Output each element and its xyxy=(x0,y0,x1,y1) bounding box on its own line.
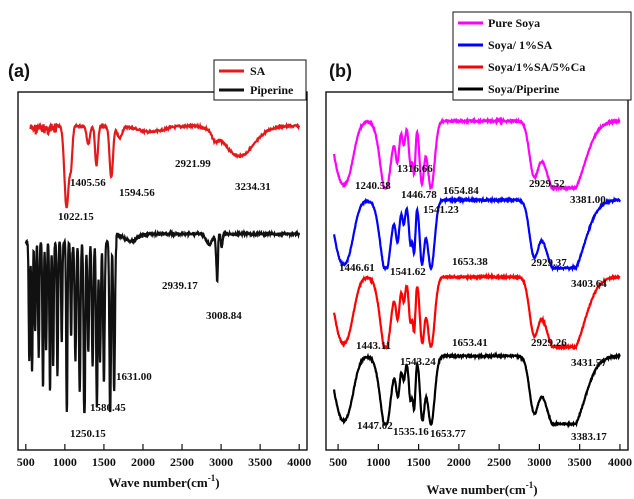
panel-a-x-tick-label: 3000 xyxy=(209,455,233,469)
panel-b-peak-label: 1443.11 xyxy=(356,340,391,352)
panel-a-peak-label: 1250.15 xyxy=(70,428,106,440)
panel-a-legend-box xyxy=(213,59,307,101)
panel-a-x-ticks: 500 1000 1500 2000 2500 3000 3500 4000 xyxy=(17,444,311,469)
panel-b-x-tick-label: 4000 xyxy=(608,455,632,469)
panel-a-peak-label: 1594.56 xyxy=(119,187,155,199)
series-line-soya-1-sa-5-ca xyxy=(333,271,621,351)
panel-a-peak-label: 1631.00 xyxy=(116,371,152,383)
legend-label-soya-piperine: Soya/Piperine xyxy=(488,82,560,96)
panel-b-peak-label: 1543.24 xyxy=(400,356,436,368)
panel-a-x-tick-label: 1500 xyxy=(92,455,116,469)
panel-b-peak-label: 1654.84 xyxy=(443,185,479,197)
panel-b-x-tick-label: 3500 xyxy=(568,455,592,469)
panel-b-annotations: 1316.66 1240.58 1446.78 1654.84 2929.52 3381.… xyxy=(339,163,607,443)
series-line-soya-1-sa xyxy=(333,195,621,273)
panel-b-x-tick-label: 1000 xyxy=(366,455,390,469)
panel-a-peak-label: 2921.99 xyxy=(175,158,211,170)
panel-b-peak-label: 3383.17 xyxy=(571,431,607,443)
panel-a-peak-label: 3008.84 xyxy=(206,310,242,322)
panel-b-label: (b) xyxy=(329,61,352,81)
panel-b-peak-label: 1541.23 xyxy=(423,204,459,216)
panel-a-x-tick-label: 500 xyxy=(17,455,35,469)
panel-b-peak-label: 1240.58 xyxy=(355,180,391,192)
panel-b-x-tick-label: 3000 xyxy=(527,455,551,469)
series-line-piperine xyxy=(24,228,301,414)
panel-a-x-tick-label: 2000 xyxy=(131,455,155,469)
panel-b-peak-label: 1446.61 xyxy=(339,262,375,274)
panel-b-peak-label: 3431.57 xyxy=(571,357,607,369)
panel-b: (b) 500 1000 1500 2000 2500 3000 3500 4000 1316… xyxy=(325,11,632,497)
series-line-pure-soya xyxy=(333,116,621,193)
panel-a-legend: SA Piperine xyxy=(213,59,307,101)
legend-label-pure-soya: Pure Soya xyxy=(488,16,540,30)
panel-b-peak-label: 1446.78 xyxy=(401,189,437,201)
panel-a: (a) 500 1000 1500 2000 2500 3000 3500 4000 1022… xyxy=(8,59,311,490)
panel-b-x-tick-label: 500 xyxy=(329,455,347,469)
panel-b-x-tick-label: 2000 xyxy=(447,455,471,469)
panel-b-peak-label: 2929.52 xyxy=(529,178,565,190)
panel-b-curves xyxy=(333,116,621,429)
panel-a-curves xyxy=(24,121,301,414)
panel-a-x-tick-label: 3500 xyxy=(248,455,272,469)
panel-b-peak-label: 1316.66 xyxy=(397,163,433,175)
panel-b-peak-label: 3403.64 xyxy=(571,278,607,290)
panel-b-x-tick-label: 2500 xyxy=(487,455,511,469)
panel-a-peak-label: 1405.56 xyxy=(70,177,106,189)
panel-b-peak-label: 3381.00 xyxy=(570,194,606,206)
legend-label-sa: SA xyxy=(250,64,266,78)
panel-b-peak-label: 1541.62 xyxy=(390,266,426,278)
panel-b-x-axis-label: Wave number(cm-1) xyxy=(426,480,537,497)
legend-label-soya-1sa: Soya/ 1%SA xyxy=(488,38,553,52)
series-line-sa xyxy=(29,121,301,209)
panel-b-peak-label: 1653.77 xyxy=(430,428,466,440)
panel-a-plot-frame xyxy=(17,91,308,451)
panel-a-x-axis-label: Wave number(cm-1) xyxy=(108,473,219,490)
panel-a-annotations: 1022.15 1405.56 1594.56 2921.99 3234.31 2939.… xyxy=(58,158,271,440)
legend-label-piperine: Piperine xyxy=(250,83,294,97)
panel-a-x-tick-label: 2500 xyxy=(170,455,194,469)
panel-b-peak-label: 1653.41 xyxy=(452,337,488,349)
panel-a-peak-label: 3234.31 xyxy=(235,181,271,193)
panel-a-peak-label: 2939.17 xyxy=(162,280,198,292)
panel-b-legend-box xyxy=(452,11,632,101)
panel-b-peak-label: 1653.38 xyxy=(452,256,488,268)
panel-a-peak-label: 1022.15 xyxy=(58,211,94,223)
panel-b-legend: Pure Soya Soya/ 1%SA Soya/1%SA/5%Ca Soya… xyxy=(452,11,632,101)
panel-b-x-ticks: 500 1000 1500 2000 2500 3000 3500 4000 xyxy=(329,444,632,469)
panel-b-peak-label: 2929.26 xyxy=(531,337,567,349)
series-line-soya-piperine xyxy=(333,351,621,429)
panel-b-x-tick-label: 1500 xyxy=(407,455,431,469)
panel-b-peak-label: 2929.37 xyxy=(531,257,567,269)
panel-b-peak-label: 1447.02 xyxy=(357,420,393,432)
panel-a-label: (a) xyxy=(8,61,30,81)
panel-a-x-tick-label: 4000 xyxy=(287,455,311,469)
panel-b-peak-label: 1535.16 xyxy=(393,426,429,438)
panel-a-peak-label: 1580.45 xyxy=(90,402,126,414)
legend-label-soya-1sa-5ca: Soya/1%SA/5%Ca xyxy=(488,60,585,74)
panel-a-x-tick-label: 1000 xyxy=(53,455,77,469)
